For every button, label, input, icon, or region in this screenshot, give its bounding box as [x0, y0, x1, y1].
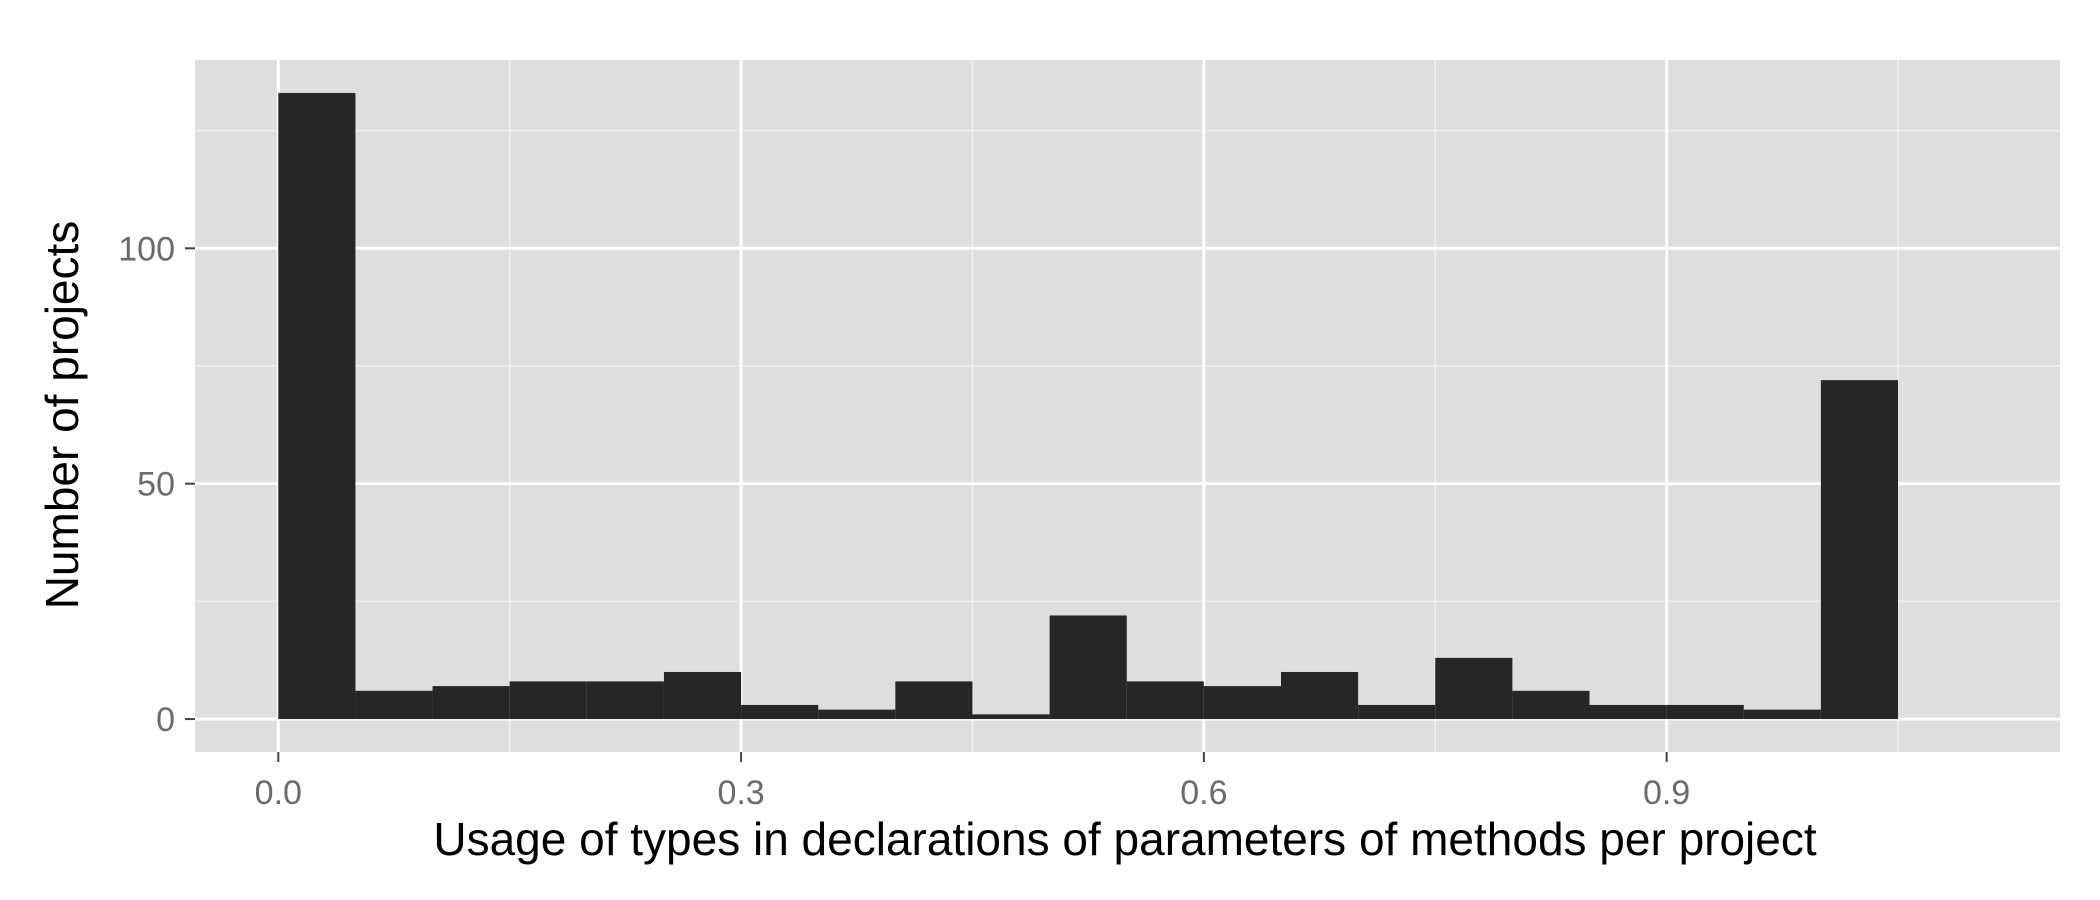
y-tick-label: 100	[118, 230, 175, 268]
histogram-bar	[972, 714, 1050, 720]
x-tick-label: 0.0	[255, 774, 302, 812]
histogram-bar	[1589, 704, 1667, 720]
histogram-bar	[895, 681, 973, 720]
x-tick-label: 0.3	[717, 774, 764, 812]
histogram-bar	[1820, 380, 1899, 720]
x-axis-title: Usage of types in declarations of parame…	[433, 813, 1816, 865]
x-tick-label: 0.6	[1180, 774, 1227, 812]
y-axis-title: Number of projects	[36, 221, 88, 610]
histogram-bar	[355, 690, 433, 720]
histogram-bar	[1280, 671, 1359, 720]
histogram-bar	[1666, 704, 1744, 720]
histogram-bar	[663, 671, 742, 720]
histogram-bar	[509, 681, 587, 720]
histogram-bar	[1358, 704, 1436, 720]
histogram-bars	[278, 92, 1899, 720]
histogram-bar	[278, 92, 356, 720]
histogram-bar	[741, 704, 819, 720]
histogram-bar	[818, 709, 896, 720]
x-axis-tick-labels: 0.0 0.3 0.6 0.9	[255, 774, 1691, 812]
histogram-bar	[586, 681, 664, 720]
histogram-bar	[1049, 615, 1127, 720]
y-tick-label: 50	[137, 466, 175, 504]
histogram-bar	[1435, 657, 1513, 720]
axis-ticks	[185, 247, 1668, 762]
minor-gridlines	[195, 60, 2060, 752]
y-tick-label: 0	[156, 701, 175, 739]
histogram-bar	[1126, 681, 1204, 720]
histogram-bar	[432, 686, 510, 720]
histogram-bar	[1512, 690, 1590, 720]
x-tick-label: 0.9	[1643, 774, 1690, 812]
histogram-bar	[1743, 709, 1821, 720]
plot-panel	[195, 60, 2060, 752]
histogram-bar	[1203, 686, 1281, 720]
y-axis-tick-labels: 0 50 100	[118, 230, 175, 739]
